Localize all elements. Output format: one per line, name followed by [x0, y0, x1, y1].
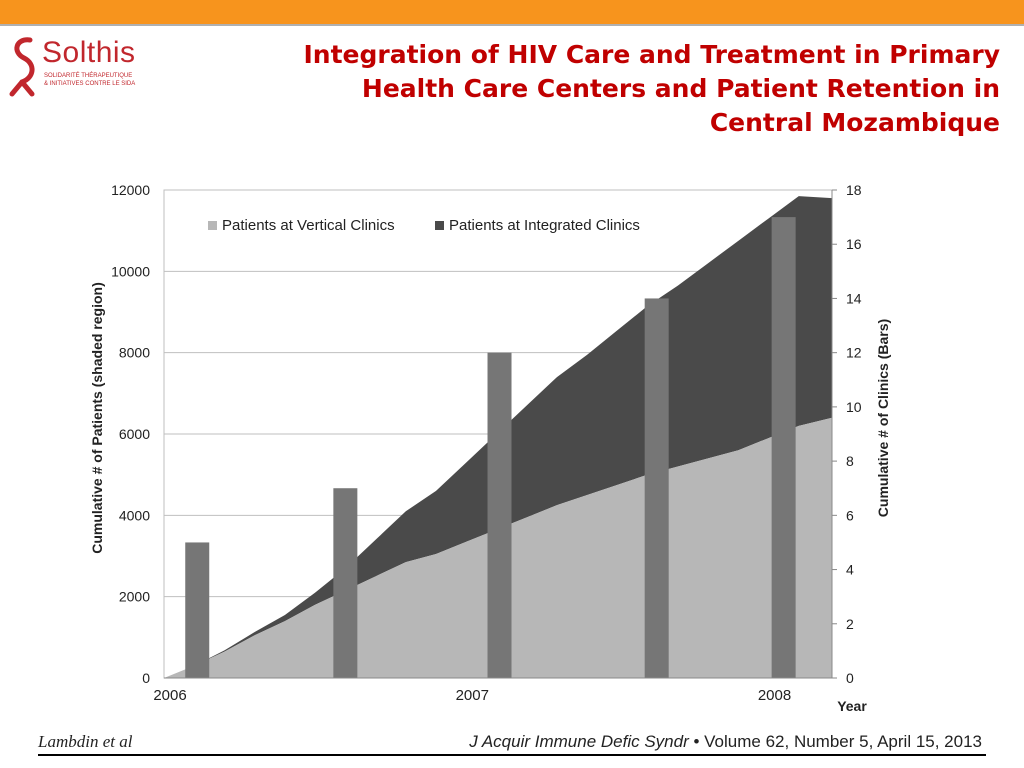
- legend-label-integrated: Patients at Integrated Clinics: [449, 217, 640, 234]
- logo-name: Solthis: [42, 36, 136, 69]
- footer-volume: Volume 62, Number 5, April 15, 2013: [704, 732, 982, 751]
- y-tick-label: 0: [142, 670, 150, 686]
- x-tick-label: 2008: [758, 687, 791, 704]
- y2-tick-label: 0: [846, 670, 854, 686]
- footer-bullet: •: [693, 732, 700, 751]
- solthis-logo: Solthis SOLIDARITÉ THÉRAPEUTIQUE & INITI…: [6, 34, 166, 100]
- slide-title: Integration of HIV Care and Treatment in…: [200, 38, 1000, 140]
- clinic-bar: [333, 488, 358, 678]
- y-tick-label: 6000: [119, 426, 150, 442]
- orange-header-bar: [0, 0, 1024, 24]
- logo-tagline-2: & INITIATIVES CONTRE LE SIDA: [44, 81, 136, 87]
- footer-journal: J Acquir Immune Defic Syndr: [469, 732, 689, 751]
- patients-clinics-chart: 0 2000 4000 6000 8000 10000 12000 0 2 4 6 8 10 12 14 16…: [89, 182, 891, 714]
- header-divider: [0, 24, 1024, 26]
- y-tick-label: 2000: [119, 589, 150, 605]
- x-tick-label: 2007: [456, 687, 489, 704]
- footer-citation: J Acquir Immune Defic Syndr • Volume 62,…: [469, 732, 982, 752]
- legend-swatch-integrated: [435, 221, 444, 230]
- clinic-bar: [644, 298, 669, 678]
- y2-tick-label: 12: [846, 345, 862, 361]
- y2-tick-label: 2: [846, 616, 854, 632]
- y2-tick-label: 4: [846, 562, 854, 578]
- y2-tick-label: 8: [846, 453, 854, 469]
- x-axis-title: Year: [837, 698, 867, 714]
- y2-tick-label: 6: [846, 507, 854, 523]
- y2-axis-title: Cumulative # of Clinics (Bars): [875, 319, 891, 517]
- clinic-bar: [771, 217, 796, 678]
- y-tick-label: 8000: [119, 345, 150, 361]
- slide-title-line-2: Health Care Centers and Patient Retentio…: [361, 74, 1000, 103]
- y-tick-label: 4000: [119, 507, 150, 523]
- slide-title-line-3: Central Mozambique: [709, 108, 1000, 137]
- legend-swatch-vertical: [208, 221, 217, 230]
- footer-author: Lambdin et al: [38, 732, 133, 751]
- y-axis-title: Cumulative # of Patients (shaded region): [89, 282, 105, 554]
- y2-tick-label: 16: [846, 236, 862, 252]
- clinic-bar: [185, 542, 210, 678]
- y-tick-label: 12000: [111, 182, 150, 198]
- x-tick-label: 2006: [153, 687, 186, 704]
- y-tick-label: 10000: [111, 263, 150, 279]
- logo-tagline-1: SOLIDARITÉ THÉRAPEUTIQUE: [44, 73, 133, 79]
- clinic-bar: [487, 352, 512, 678]
- ribbon-icon: [9, 37, 35, 97]
- legend-label-vertical: Patients at Vertical Clinics: [222, 217, 395, 234]
- y2-tick-label: 10: [846, 399, 862, 415]
- y2-tick-label: 14: [846, 290, 862, 306]
- slide-title-line-1: Integration of HIV Care and Treatment in…: [303, 40, 1000, 69]
- footer-rule: [38, 754, 986, 756]
- y2-tick-label: 18: [846, 182, 862, 198]
